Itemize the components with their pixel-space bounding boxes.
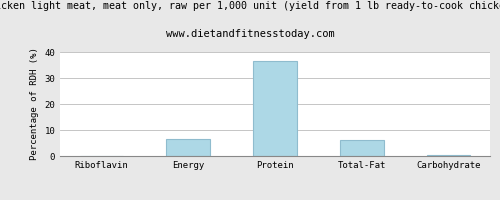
Bar xyxy=(427,155,470,156)
Bar xyxy=(340,140,384,156)
Bar xyxy=(254,61,296,156)
Bar xyxy=(166,139,210,156)
Y-axis label: Percentage of RDH (%): Percentage of RDH (%) xyxy=(30,48,39,160)
Text: www.dietandfitnesstoday.com: www.dietandfitnesstoday.com xyxy=(166,29,334,39)
Text: Chicken light meat, meat only, raw per 1,000 unit (yield from 1 lb ready-to-cook: Chicken light meat, meat only, raw per 1… xyxy=(0,1,500,11)
